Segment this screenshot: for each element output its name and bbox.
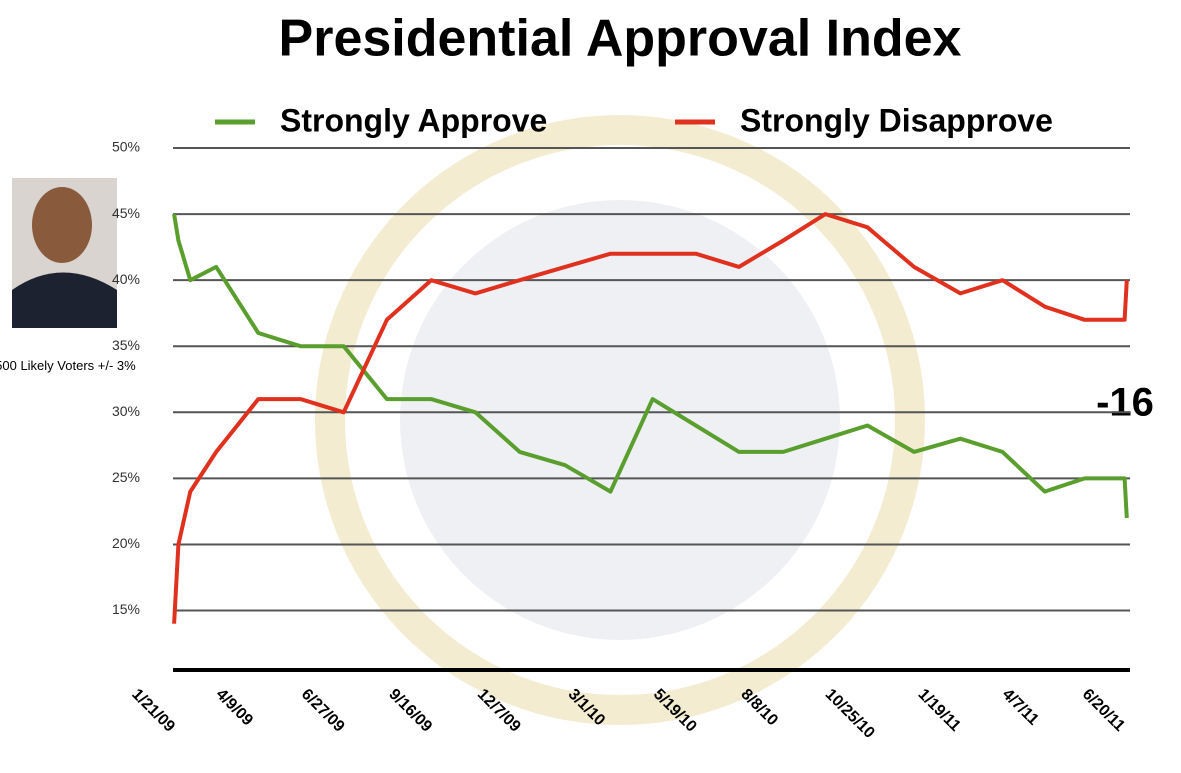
legend-label: Strongly Approve [280, 102, 547, 138]
x-tick-label: 9/16/09 [385, 686, 435, 736]
note: 1,500 Likely Voters +/- 3% [0, 358, 136, 373]
y-tick-label: 30% [112, 403, 140, 419]
x-tick-label: 1/21/09 [128, 686, 178, 736]
x-tick-label: 4/9/09 [213, 686, 257, 730]
series-line [172, 212, 1129, 624]
y-tick-label: 15% [112, 601, 140, 617]
x-tick-label: 8/8/10 [737, 686, 781, 730]
x-tick-label: 6/20/11 [1079, 686, 1128, 735]
series-line [172, 213, 1129, 519]
x-tick-label: 10/25/10 [822, 686, 878, 742]
seal-watermark-inner [400, 200, 840, 640]
x-tick-label: 4/7/11 [999, 686, 1042, 729]
y-tick-label: 45% [112, 205, 140, 221]
annotation: -16 [1096, 381, 1154, 425]
y-tick-label: 20% [112, 535, 140, 551]
legend-label: Strongly Disapprove [740, 102, 1053, 138]
y-tick-label: 35% [112, 337, 140, 353]
x-tick-label: 1/19/11 [915, 686, 964, 735]
seal-watermark [315, 115, 925, 725]
photo [12, 178, 117, 328]
x-tick-label: 6/27/09 [298, 686, 348, 736]
chart-title: Presidential Approval Index [279, 10, 962, 68]
y-tick-label: 25% [112, 469, 140, 485]
y-tick-label: 50% [112, 139, 140, 155]
y-tick-label: 40% [112, 271, 140, 287]
note-text: 1,500 Likely Voters +/- 3% [0, 358, 136, 373]
